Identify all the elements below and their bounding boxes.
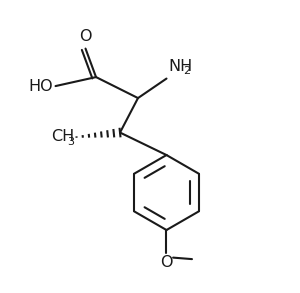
Text: O: O [160, 255, 173, 270]
Text: CH: CH [51, 129, 74, 144]
Text: 3: 3 [68, 137, 74, 146]
Text: O: O [79, 29, 92, 44]
Text: 2: 2 [184, 66, 191, 76]
Text: HO: HO [28, 79, 52, 93]
Text: NH: NH [168, 59, 192, 74]
